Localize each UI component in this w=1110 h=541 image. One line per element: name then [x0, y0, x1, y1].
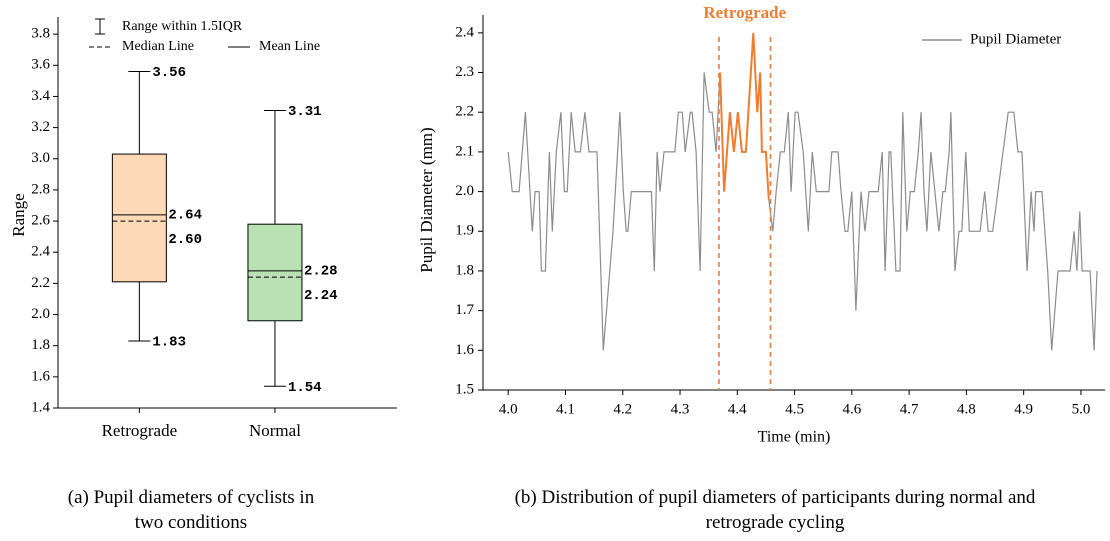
x-tick-label: 4.1 [556, 401, 575, 417]
y-tick-label: 1.9 [455, 223, 474, 239]
y-tick-label: 1.8 [455, 262, 474, 278]
box [111, 153, 167, 283]
y-tick-label: 1.6 [31, 368, 50, 384]
y-axis-label: Range [9, 193, 28, 236]
y-tick-label: 1.4 [31, 399, 50, 415]
value-label: 1.83 [152, 335, 186, 351]
x-tick-label: 4.7 [900, 401, 919, 417]
x-axis-label: Time (min) [758, 429, 831, 446]
y-tick-label: 2.1 [455, 143, 474, 159]
x-tick-label: 5.0 [1072, 401, 1091, 417]
value-label: 2.28 [304, 264, 338, 280]
y-tick-label: 3.6 [31, 57, 50, 73]
highlight-label: Retrograde [703, 3, 786, 22]
y-tick-label: 2.0 [31, 306, 50, 322]
highlight-line [719, 32, 770, 200]
x-tick-label: 4.6 [842, 401, 861, 417]
value-label: 2.64 [168, 208, 202, 224]
y-tick-label: 1.8 [31, 337, 50, 353]
y-tick-label: 2.0 [455, 183, 474, 199]
figure: 1.4 1.6 1.8 2.0 2.2 2.4 2.6 2.8 3.0 3.2 3.4 3.6 3.8 R… [9, 3, 1105, 446]
y-tick-label: 2.3 [455, 64, 474, 80]
x-tick-label: 4.2 [613, 401, 632, 417]
x-tick-label: 4.4 [728, 401, 747, 417]
y-tick-label: 2.2 [31, 275, 50, 291]
x-tick-label: 4.0 [499, 401, 518, 417]
x-tick-label: Normal [249, 421, 301, 440]
legend-label: Range within 1.5IQR [122, 19, 243, 34]
value-label: 3.56 [152, 65, 186, 81]
data-line [507, 32, 1098, 351]
legend-label: Median Line [122, 39, 194, 54]
caption: (b) Distribution of pupil diameters of p… [514, 487, 1036, 533]
value-label: 3.31 [288, 104, 322, 120]
value-label: 2.24 [304, 288, 338, 304]
y-tick-label: 3.4 [31, 88, 50, 104]
box [247, 223, 303, 322]
y-tick-label: 2.8 [31, 181, 50, 197]
y-tick-label: 3.8 [31, 26, 50, 42]
y-tick-label: 1.6 [455, 342, 474, 358]
x-tick-label: 4.9 [1014, 401, 1033, 417]
y-tick-label: 1.5 [455, 381, 474, 397]
y-tick-label: 2.2 [455, 104, 474, 120]
x-tick-label: 4.8 [957, 401, 976, 417]
legend-label: Pupil Diameter [970, 31, 1061, 47]
x-tick-label: 4.3 [671, 401, 690, 417]
legend-label: Mean Line [259, 39, 320, 54]
y-tick-label: 3.2 [31, 119, 50, 135]
value-label: 2.60 [168, 232, 202, 248]
y-tick-label: 2.4 [455, 24, 474, 40]
y-tick-label: 3.0 [31, 150, 50, 166]
value-label: 1.54 [288, 380, 322, 396]
caption: (a) Pupil diameters of cyclists in two c… [67, 487, 315, 533]
y-tick-label: 2.6 [31, 213, 50, 229]
y-tick-label: 1.7 [455, 302, 474, 318]
x-tick-label: Retrograde [102, 421, 178, 440]
x-tick-label: 4.5 [785, 401, 804, 417]
y-tick-label: 2.4 [31, 244, 50, 260]
y-axis-label: Pupil Diameter (mm) [417, 127, 436, 272]
